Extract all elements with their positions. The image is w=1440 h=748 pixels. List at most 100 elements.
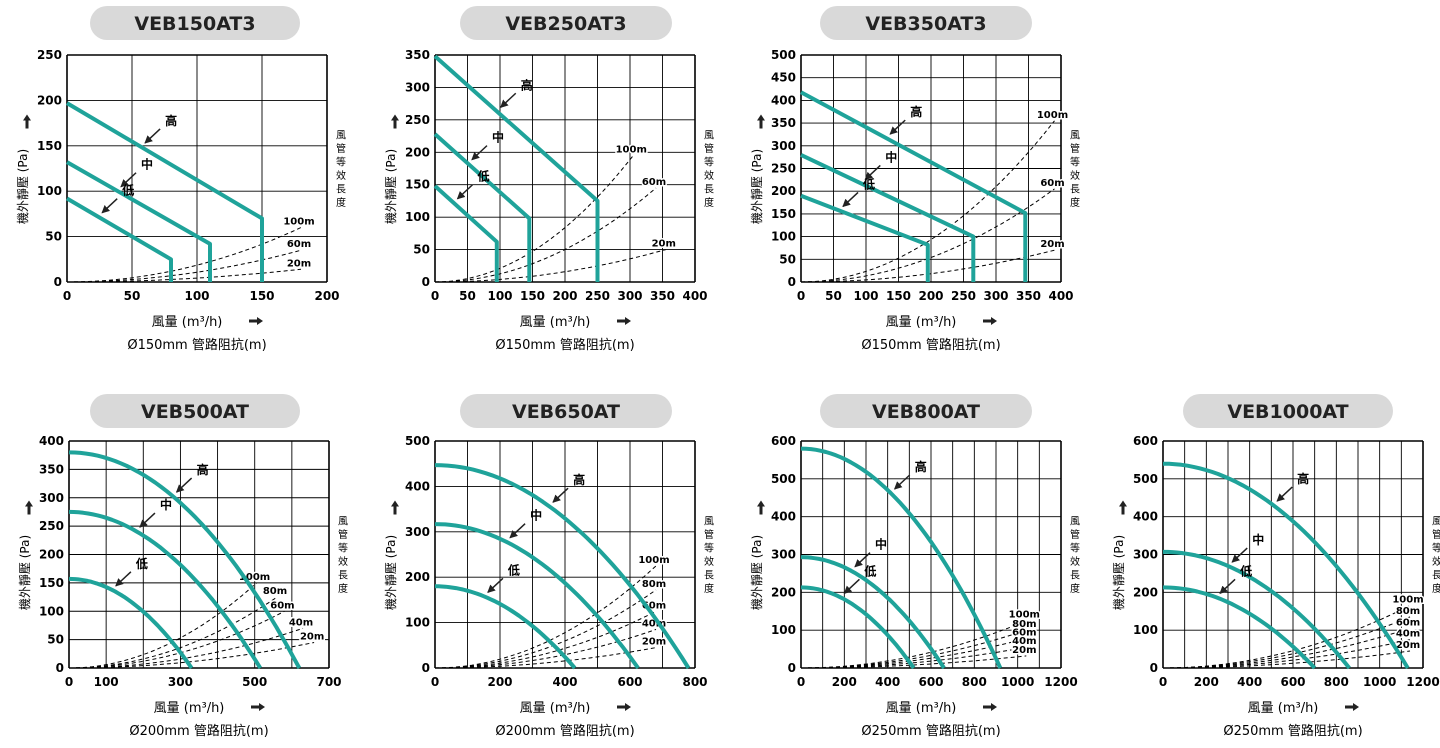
duct-curve-label: 100m: [638, 555, 669, 566]
fan-curve-low: [800, 193, 930, 282]
speed-arrow: [487, 577, 504, 593]
y-axis-label: 機外靜壓 (Pa): [383, 149, 398, 224]
arrow-right-shape: [983, 703, 997, 711]
duct-curve: [434, 249, 666, 283]
fan-curve-high: [1162, 461, 1410, 670]
speed-label: 低: [477, 169, 490, 184]
x-tick-label: 600: [1280, 675, 1305, 689]
y-tick-label: 50: [47, 633, 64, 647]
duct-length-char: 等: [336, 156, 346, 169]
title-pill: [460, 394, 672, 428]
y-tick-label: 400: [771, 93, 796, 107]
duct-curve-label-bg: 80m: [1396, 606, 1420, 617]
speed-label: 低: [507, 562, 520, 577]
duct-curve-label: 100m: [239, 572, 270, 583]
y-tick-label: 100: [1133, 623, 1158, 637]
speed-arrow: [889, 119, 906, 135]
y-tick-label: 100: [771, 623, 796, 637]
x-tick-label: 200: [918, 289, 943, 303]
speed-label: 中: [875, 537, 887, 552]
duct-length-char: 長: [336, 184, 346, 196]
x-tick-label: 50: [825, 289, 842, 303]
x-tick-label: 0: [797, 289, 805, 303]
fan-curve-high: [434, 463, 691, 670]
x-axis-label: 風量 (m³/h): [520, 701, 591, 716]
speed-arrow: [144, 128, 161, 144]
x-tick-label: 0: [1159, 675, 1167, 689]
duct-resistance-label: Ø150mm 管路阻抗(m): [861, 337, 1000, 353]
duct-curve: [434, 565, 657, 669]
duct-curve: [434, 187, 657, 283]
title-pill: [1183, 394, 1393, 428]
y-tick-label: 600: [771, 434, 796, 448]
speed-arrow: [1219, 578, 1236, 594]
duct-length-char: 風: [336, 130, 346, 142]
duct-length-char: 度: [704, 582, 714, 595]
chart-title: VEB250AT3: [505, 13, 626, 35]
y-tick-label: 250: [37, 48, 62, 62]
x-tick-label: 300: [617, 289, 642, 303]
duct-length-char: 等: [1070, 542, 1080, 555]
x-tick-label: 150: [520, 289, 545, 303]
speed-label: 高: [910, 104, 922, 119]
x-tick-label: 100: [853, 289, 878, 303]
speed-label: 中: [492, 130, 504, 145]
duct-length-char: 管: [704, 528, 714, 541]
duct-curve-label: 80m: [263, 586, 287, 597]
x-tick-label: 250: [585, 289, 610, 303]
chart-veb250at3: VEB250AT3 0 50 100 150 200 250 300 350 400 0 50 100 1…: [383, 6, 714, 353]
arrow-up-shape: [757, 114, 765, 129]
arrow-right-shape: [983, 317, 997, 325]
speed-arrow: [854, 552, 871, 568]
arrow-up-icon: [1119, 500, 1127, 515]
x-tick-label: 350: [1016, 289, 1041, 303]
duct-curve-label: 100m: [283, 217, 314, 228]
x-tick-label: 200: [314, 289, 339, 303]
y-tick-label: 400: [405, 479, 430, 493]
x-tick-label: 350: [650, 289, 675, 303]
x-tick-label: 1200: [1406, 675, 1439, 689]
duct-curve-label-bg: 60m: [1012, 627, 1036, 638]
x-tick-label: 400: [875, 675, 900, 689]
y-tick-label: 0: [788, 661, 796, 675]
chart-title: VEB500AT: [141, 401, 249, 423]
speed-label: 高: [197, 462, 209, 477]
y-tick-label: 300: [771, 548, 796, 562]
x-tick-label: 600: [918, 675, 943, 689]
y-tick-label: 300: [405, 80, 430, 94]
duct-length-char: 效: [1070, 169, 1080, 182]
title-pill: [820, 6, 1032, 40]
duct-curve-label-bg: 100m: [1009, 610, 1040, 621]
duct-curve-label-bg: 80m: [642, 579, 666, 590]
duct-curve: [68, 627, 304, 669]
y-tick-label: 300: [771, 139, 796, 153]
fan-curve-high: [433, 54, 600, 282]
arrow-up-icon: [23, 114, 31, 129]
duct-resistance-label: Ø200mm 管路阻抗(m): [129, 723, 268, 739]
arrow-right-icon: [1345, 703, 1359, 711]
duct-curve-label: 100m: [1037, 110, 1068, 121]
duct-length-char: 等: [338, 542, 348, 555]
y-tick-label: 50: [779, 252, 796, 266]
duct-length-char: 長: [1432, 570, 1440, 582]
y-tick-label: 100: [405, 616, 430, 630]
y-tick-label: 200: [405, 145, 430, 159]
arrow-up-shape: [1119, 500, 1127, 515]
fan-curve-low: [435, 584, 577, 670]
y-tick-label: 300: [39, 491, 64, 505]
duct-curve-label: 40m: [1396, 629, 1420, 640]
arrow-right-shape: [251, 703, 265, 711]
duct-length-char: 度: [336, 196, 346, 209]
y-axis-label: 機外靜壓 (Pa): [749, 149, 764, 224]
y-tick-label: 0: [1150, 661, 1158, 675]
duct-curve-label: 20m: [1012, 645, 1036, 656]
fan-curve-high: [68, 450, 302, 669]
y-tick-label: 500: [771, 48, 796, 62]
duct-length-char: 管: [1432, 528, 1440, 541]
x-tick-label: 800: [682, 675, 707, 689]
y-tick-label: 400: [39, 434, 64, 448]
duct-length-char: 效: [1070, 555, 1080, 568]
duct-length-char: 管: [336, 142, 346, 155]
